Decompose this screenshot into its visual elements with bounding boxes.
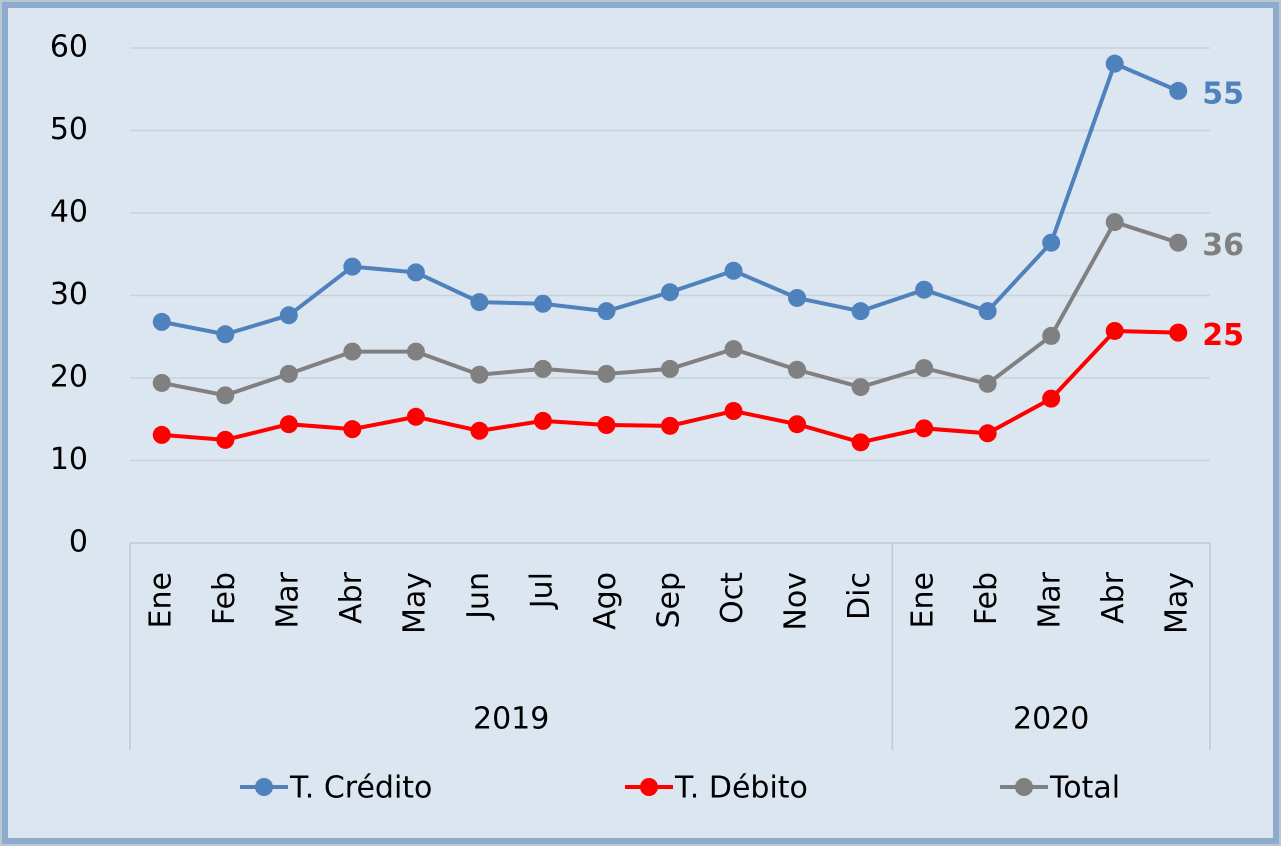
- data-point: [280, 306, 298, 324]
- data-point: [280, 415, 298, 433]
- y-tick-label: 30: [50, 277, 88, 312]
- data-point: [216, 325, 234, 343]
- y-tick-label: 10: [50, 442, 88, 477]
- x-tick-label: Feb: [207, 572, 242, 625]
- y-tick-label: 60: [50, 30, 88, 65]
- data-point: [725, 262, 743, 280]
- data-point: [915, 419, 933, 437]
- data-point: [534, 412, 552, 430]
- data-point: [470, 422, 488, 440]
- data-point: [597, 416, 615, 434]
- data-point: [597, 302, 615, 320]
- x-tick-label: Sep: [652, 572, 687, 629]
- data-point: [788, 415, 806, 433]
- group-label: 2020: [1013, 702, 1089, 737]
- chart: 0 10 20 30 40 50 60 Ene Feb Mar Abr May Jun Jul Ago Sep…: [0, 0, 1281, 846]
- data-point: [725, 402, 743, 420]
- data-point: [1169, 234, 1187, 252]
- data-point: [1169, 82, 1187, 100]
- data-point: [979, 302, 997, 320]
- data-label: 55: [1202, 76, 1244, 111]
- data-point: [852, 378, 870, 396]
- y-tick-label: 20: [50, 360, 88, 395]
- data-label: 25: [1202, 318, 1244, 353]
- y-tick-label: 50: [50, 112, 88, 147]
- data-point: [343, 258, 361, 276]
- data-point: [153, 426, 171, 444]
- page: 0 10 20 30 40 50 60 Ene Feb Mar Abr May Jun Jul Ago Sep…: [0, 0, 1281, 846]
- x-tick-label: Abr: [1096, 571, 1131, 624]
- x-tick-label: Mar: [1033, 571, 1068, 628]
- x-tick-label: Jul: [524, 572, 559, 610]
- legend-label: T. Débito: [674, 771, 808, 806]
- data-point: [1042, 327, 1060, 345]
- data-point: [280, 365, 298, 383]
- data-point: [407, 408, 425, 426]
- data-point: [725, 340, 743, 358]
- data-point: [979, 375, 997, 393]
- data-point: [153, 374, 171, 392]
- data-point: [534, 295, 552, 313]
- data-point: [470, 366, 488, 384]
- data-point: [1106, 322, 1124, 340]
- data-point: [788, 289, 806, 307]
- data-point: [915, 281, 933, 299]
- data-point: [979, 424, 997, 442]
- data-point: [661, 360, 679, 378]
- x-tick-label: May: [397, 572, 432, 634]
- data-point: [661, 283, 679, 301]
- data-point: [915, 359, 933, 377]
- legend-label: T. Crédito: [289, 771, 432, 806]
- x-tick-label: Jun: [461, 572, 496, 621]
- data-point: [470, 293, 488, 311]
- data-point: [343, 420, 361, 438]
- x-tick-label: Dic: [842, 572, 877, 620]
- data-point: [1042, 234, 1060, 252]
- data-point: [1106, 213, 1124, 231]
- x-tick-label: Nov: [779, 572, 814, 631]
- legend-marker: [1015, 778, 1033, 796]
- data-point: [407, 263, 425, 281]
- x-tick-label: May: [1160, 572, 1195, 634]
- x-tick-label: Oct: [715, 572, 750, 624]
- data-point: [343, 343, 361, 361]
- x-tick-label: Feb: [969, 572, 1004, 625]
- data-point: [407, 343, 425, 361]
- data-point: [852, 302, 870, 320]
- data-point: [661, 417, 679, 435]
- data-label: 36: [1202, 228, 1244, 263]
- legend-marker: [640, 778, 658, 796]
- data-point: [534, 360, 552, 378]
- legend-marker: [255, 778, 273, 796]
- data-point: [1106, 55, 1124, 73]
- x-tick-label: Ago: [588, 572, 623, 630]
- y-tick-label: 40: [50, 195, 88, 230]
- y-tick-label: 0: [69, 525, 88, 560]
- data-point: [1042, 390, 1060, 408]
- x-tick-label: Abr: [334, 571, 369, 624]
- data-point: [1169, 324, 1187, 342]
- legend-label: Total: [1049, 771, 1120, 806]
- data-point: [597, 365, 615, 383]
- x-tick-label: Ene: [143, 572, 178, 628]
- data-point: [788, 361, 806, 379]
- data-point: [852, 433, 870, 451]
- group-label: 2019: [473, 702, 549, 737]
- data-point: [216, 386, 234, 404]
- x-tick-label: Mar: [270, 571, 305, 628]
- data-point: [153, 313, 171, 331]
- x-tick-label: Ene: [906, 572, 941, 628]
- data-point: [216, 431, 234, 449]
